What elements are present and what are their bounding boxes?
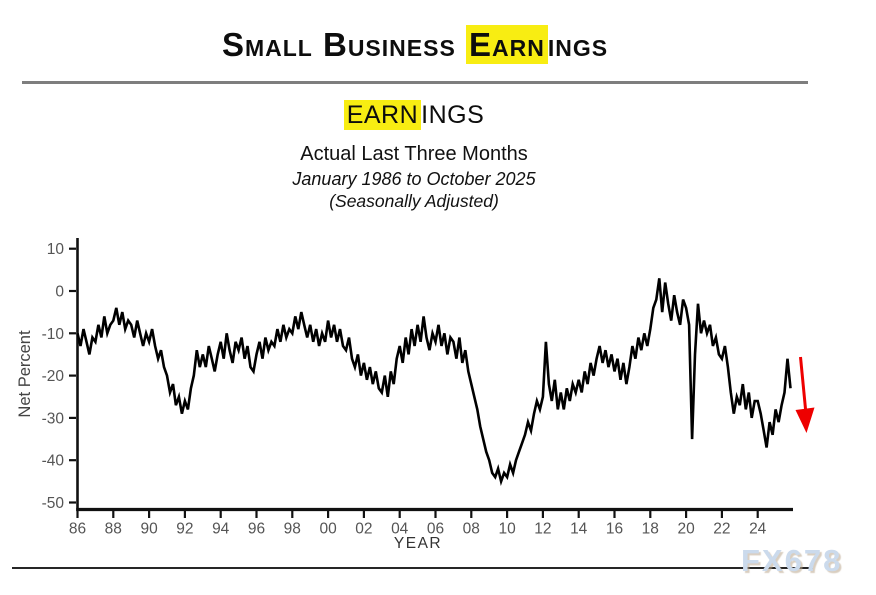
x-tick-label: 18 [642, 521, 659, 538]
x-tick-label: 92 [176, 521, 193, 538]
x-tick-label: 08 [463, 521, 480, 538]
chart-subtitle: Actual Last Three Months [300, 143, 528, 165]
title-text-pre: Small Business [221, 26, 466, 63]
x-tick-label: 94 [212, 521, 230, 538]
title-highlighted-text: Earn [465, 25, 548, 64]
page-title: Small Business Earnings [0, 25, 830, 64]
x-tick-label: 10 [498, 521, 516, 538]
trend-arrow-shaft [799, 356, 808, 413]
x-tick-label: 02 [355, 521, 372, 538]
y-tick-label: -10 [42, 326, 65, 343]
trend-arrow-head-icon [795, 407, 815, 433]
x-tick-label: 90 [140, 521, 158, 538]
watermark: FX678 [741, 543, 843, 578]
x-tick-label: 24 [749, 521, 767, 538]
heading-highlighted-text: EARN [343, 100, 422, 130]
y-tick-label: -50 [42, 495, 65, 512]
x-tick-label: 06 [427, 521, 444, 538]
chart-adjustment-note: (Seasonally Adjusted) [329, 191, 499, 211]
x-tick-label: 00 [319, 521, 337, 538]
y-tick-label: 0 [55, 284, 64, 301]
x-tick-label: 16 [606, 521, 623, 538]
y-tick-label: -40 [42, 453, 65, 470]
chart-heading: EARN INGS [0, 100, 828, 130]
x-tick-label: 98 [284, 521, 301, 538]
y-tick-label: 10 [47, 241, 65, 258]
x-tick-label: 04 [391, 521, 409, 538]
title-text-post: ings [547, 26, 609, 63]
title-divider [22, 81, 808, 84]
y-tick-label: -30 [42, 410, 65, 427]
x-tick-label: 20 [677, 521, 695, 538]
y-tick-label: -20 [42, 368, 65, 385]
bottom-divider [12, 567, 813, 569]
x-tick-label: 96 [248, 521, 265, 538]
chart-date-range: January 1986 to October 2025 [292, 169, 536, 189]
x-tick-label: 22 [713, 521, 730, 538]
x-tick-label: 88 [105, 521, 122, 538]
x-tick-label: 86 [69, 521, 86, 538]
earnings-line [76, 278, 792, 487]
x-axis-title: YEAR [394, 535, 442, 552]
heading-text-post: INGS [421, 101, 485, 129]
x-tick-label: 12 [534, 521, 551, 538]
x-tick-label: 14 [570, 521, 588, 538]
y-axis-title: Net Percent [16, 330, 34, 418]
